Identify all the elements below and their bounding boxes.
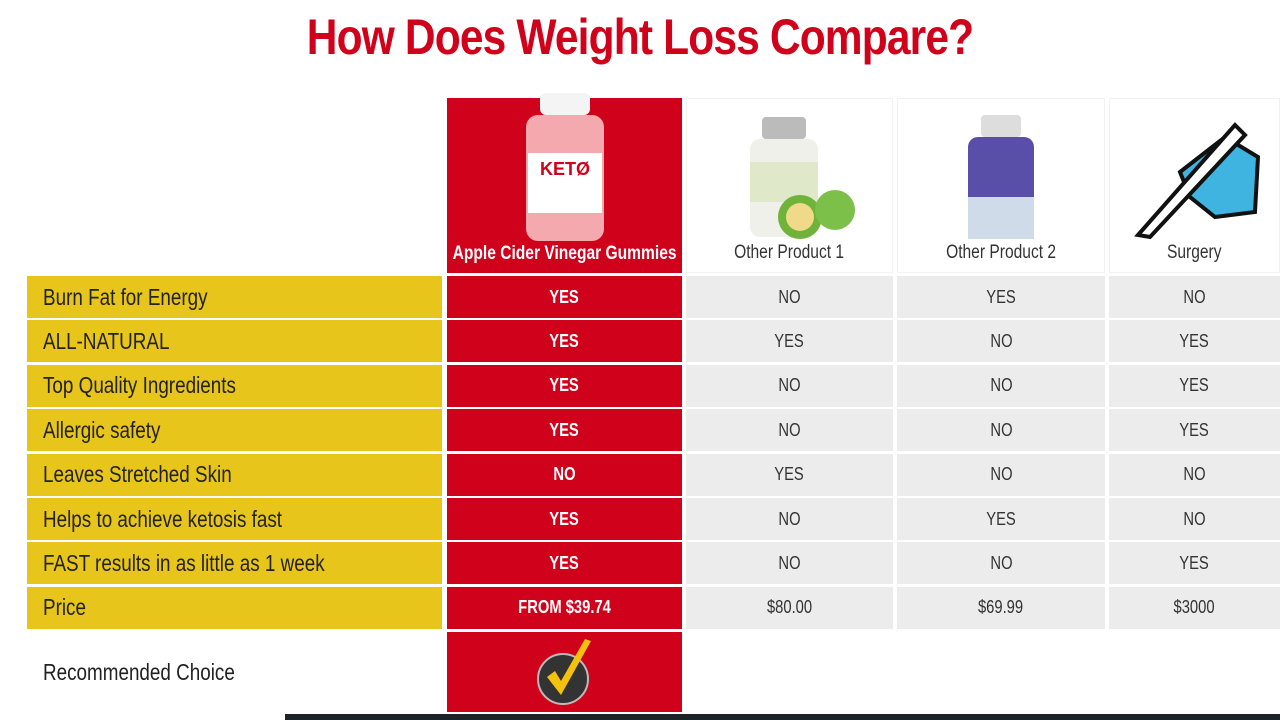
- row-value: NO: [686, 542, 893, 585]
- recommended-cell: [447, 632, 682, 712]
- row-value: YES: [1109, 542, 1280, 585]
- comparison-row: Leaves Stretched Skin NO YES NO NO: [0, 453, 1280, 496]
- row-value: YES: [447, 409, 682, 452]
- row-value: YES: [447, 364, 682, 407]
- row-value: NO: [686, 409, 893, 452]
- row-label: Helps to achieve ketosis fast: [27, 498, 442, 540]
- row-value: FROM $39.74: [447, 586, 682, 629]
- row-value: NO: [897, 453, 1105, 496]
- row-label: Allergic safety: [27, 409, 442, 452]
- row-value: YES: [897, 498, 1105, 540]
- row-label: FAST results in as little as 1 week: [27, 542, 442, 585]
- row-value: YES: [447, 498, 682, 540]
- product-header-1: Other Product 1: [686, 98, 893, 273]
- scalpel-hand-icon: [1133, 122, 1260, 240]
- row-value: YES: [897, 276, 1105, 318]
- comparison-row: Helps to achieve ketosis fast YES NO YES NO: [0, 498, 1280, 540]
- row-value: NO: [897, 364, 1105, 407]
- row-value: YES: [1109, 320, 1280, 363]
- recommended-label: Recommended Choice: [43, 658, 235, 685]
- comparison-row: Burn Fat for Energy YES NO YES NO: [0, 276, 1280, 318]
- product-header-3: Surgery: [1109, 98, 1280, 273]
- row-value: YES: [447, 320, 682, 363]
- row-value: YES: [686, 453, 893, 496]
- row-value: YES: [1109, 409, 1280, 452]
- row-value: NO: [447, 453, 682, 496]
- comparison-row: Price FROM $39.74 $80.00 $69.99 $3000: [0, 586, 1280, 629]
- row-value: NO: [1109, 453, 1280, 496]
- keto-pills-bottle-icon: [968, 115, 1034, 239]
- page-title: How Does Weight Loss Compare?: [306, 9, 974, 65]
- row-value: NO: [897, 320, 1105, 363]
- product-header-2: Other Product 2: [897, 98, 1105, 273]
- row-value: NO: [686, 364, 893, 407]
- row-value: YES: [447, 542, 682, 585]
- row-value: NO: [1109, 498, 1280, 540]
- row-value: $69.99: [897, 586, 1105, 629]
- row-value: YES: [686, 320, 893, 363]
- row-value: NO: [897, 542, 1105, 585]
- row-value: YES: [447, 276, 682, 318]
- garcinia-bottle-icon: [749, 117, 855, 239]
- row-value: $3000: [1109, 586, 1280, 629]
- product-header-0: KETØ Apple Cider Vinegar Gummies: [447, 93, 682, 273]
- comparison-row: FAST results in as little as 1 week YES NO…: [0, 542, 1280, 585]
- row-value: $80.00: [686, 586, 893, 629]
- row-value: NO: [686, 276, 893, 318]
- product-name: Apple Cider Vinegar Gummies: [452, 243, 677, 264]
- row-label: ALL-NATURAL: [27, 320, 442, 363]
- row-label: Leaves Stretched Skin: [27, 453, 442, 496]
- keto-gummies-bottle-icon: KETØ: [525, 93, 604, 241]
- row-value: NO: [686, 498, 893, 540]
- comparison-row: ALL-NATURAL YES YES NO YES: [0, 320, 1280, 363]
- row-label: Burn Fat for Energy: [27, 276, 442, 318]
- row-label: Price: [27, 586, 442, 629]
- row-value: NO: [1109, 276, 1280, 318]
- product-name: Other Product 2: [946, 242, 1056, 263]
- checkmark-badge-icon: [536, 639, 591, 705]
- row-value: YES: [1109, 364, 1280, 407]
- comparison-row: Top Quality Ingredients YES NO NO YES: [0, 364, 1280, 407]
- product-name: Other Product 1: [734, 242, 845, 263]
- comparison-row: Allergic safety YES NO NO YES: [0, 409, 1280, 452]
- row-label: Top Quality Ingredients: [27, 364, 442, 407]
- product-name: Surgery: [1167, 242, 1222, 263]
- taskbar: [285, 714, 1280, 720]
- svg-text:KETØ: KETØ: [539, 159, 589, 179]
- row-value: NO: [897, 409, 1105, 452]
